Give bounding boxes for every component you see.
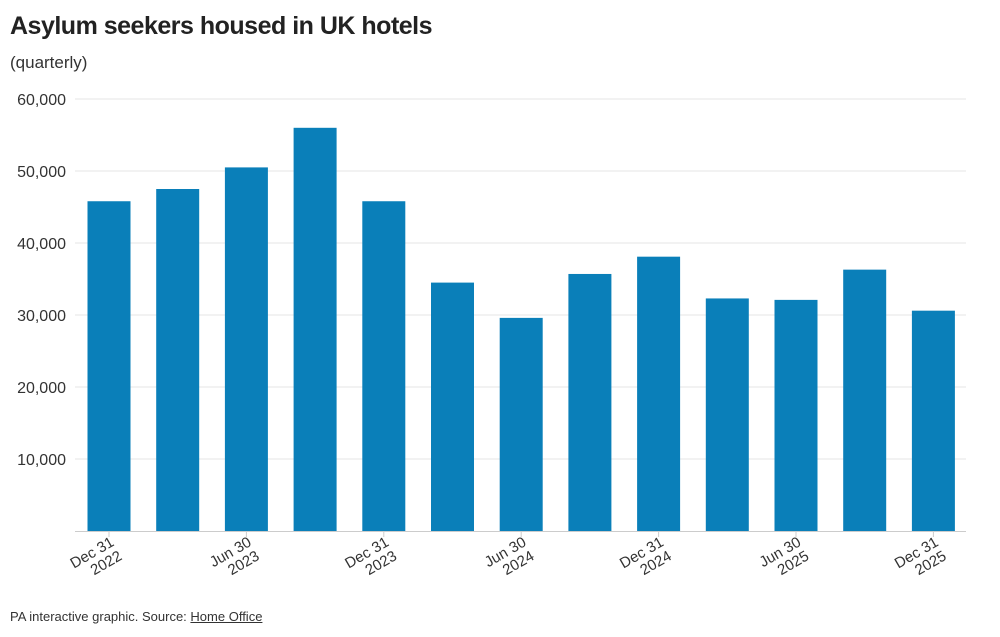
bar[interactable]: Dec 31 2024: 38,100 bbox=[637, 256, 681, 531]
y-tick-label: 30,000 bbox=[17, 308, 66, 325]
bar[interactable]: Jun 30 2025: 32,100 bbox=[774, 299, 818, 531]
y-tick-label: 20,000 bbox=[17, 380, 66, 397]
bar[interactable]: Jun 30 2023: 50,500 bbox=[224, 167, 268, 531]
y-tick-label: 10,000 bbox=[17, 452, 66, 469]
bar[interactable]: Jun 30 2024: 29,600 bbox=[499, 317, 543, 531]
bar[interactable]: Mar 31 2023: 47,500 bbox=[156, 189, 200, 531]
x-tick-label: Jun 302023 bbox=[207, 534, 263, 585]
y-tick-label: 50,000 bbox=[17, 164, 66, 181]
bar[interactable]: Mar 31 2024: 34,500 bbox=[431, 282, 474, 531]
bar[interactable]: Dec 31 2022: 45,800 bbox=[87, 201, 131, 532]
x-axis-ticks: Dec 312022 Jun 302023 Dec 312023 Jun 302024… bbox=[67, 531, 950, 586]
footer: PA interactive graphic. Source: Home Off… bbox=[10, 609, 262, 624]
bars: Dec 31 2022: 45,800 Mar 31 2023: 47,500 Ju… bbox=[87, 127, 955, 532]
chart-title: Asylum seekers housed in UK hotels bbox=[10, 12, 433, 40]
bar[interactable]: Dec 31 2025: 30,600 bbox=[911, 310, 955, 531]
x-tick-label: Dec 312025 bbox=[892, 534, 950, 586]
chart-subtitle: (quarterly) bbox=[10, 53, 88, 72]
source-link[interactable]: Home Office bbox=[190, 609, 263, 624]
y-tick-label: 60,000 bbox=[17, 92, 66, 109]
bar[interactable]: Mar 31 2025: 32,300 bbox=[705, 298, 749, 531]
y-tick-label: 40,000 bbox=[17, 236, 66, 253]
bar[interactable]: Sep 30 2025: 36,300 bbox=[843, 269, 887, 531]
bar[interactable]: Dec 31 2023: 45,800 bbox=[362, 201, 406, 532]
bar[interactable]: Sep 30 2024: 35,700 bbox=[568, 273, 612, 531]
x-tick-label: Jun 302024 bbox=[482, 534, 538, 585]
x-tick-label: Jun 302025 bbox=[756, 534, 812, 585]
x-tick-label: Dec 312024 bbox=[617, 534, 675, 586]
y-axis-ticks: 10,000 20,000 30,000 40,000 50,000 60,000 bbox=[17, 92, 66, 469]
x-tick-label: Dec 312023 bbox=[342, 534, 400, 586]
x-tick-label: Dec 312022 bbox=[67, 534, 125, 586]
bar[interactable]: Sep 30 2023: 56,000 bbox=[293, 127, 337, 532]
footer-credit: PA interactive graphic. Source: bbox=[10, 609, 191, 624]
bar-chart: 10,000 20,000 30,000 40,000 50,000 60,000 Dec… bbox=[17, 92, 966, 586]
